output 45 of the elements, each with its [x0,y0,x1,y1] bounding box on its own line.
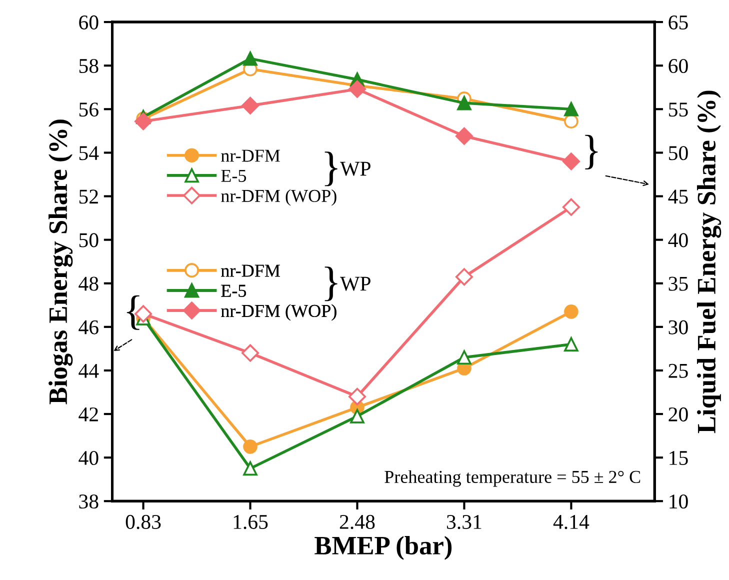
legend-label: nr-DFM (WOP) [221,189,336,206]
y-tick-label: 46 [78,320,98,334]
annotation: WP [340,276,370,291]
y2-tick-label: 45 [668,190,688,204]
y2-tick-label: 15 [670,451,688,465]
y2-tick-label: 10 [670,494,688,509]
x-tick-label: 2.48 [340,514,375,530]
y-tick-label: 44 [78,364,99,378]
y-tick-label: 58 [79,58,98,74]
y2-tick-label: 25 [668,364,688,378]
y-tick-label: 48 [78,276,98,291]
y2-axis-title: Liquid Fuel Energy Share (%) [697,90,722,434]
y-tick-label: 60 [79,15,98,30]
legend-label: nr-DFM [221,264,280,277]
annotation: Preheating temperature = 55 ± 2° C [384,470,640,487]
x-axis-title: BMEP (bar) [314,536,452,560]
y-axis-title: Biogas Energy Share (%) [48,120,73,404]
y-tick-label: 42 [78,407,98,422]
y2-tick-label: 40 [668,233,688,248]
y2-tick-label: 30 [668,320,688,334]
legend-label: E-5 [221,284,246,297]
y2-tick-label: 50 [669,146,688,160]
y-tick-label: 40 [78,450,98,465]
x-tick-label: 0.83 [126,514,161,530]
y2-tick-label: 60 [668,58,688,74]
x-tick-label: 4.14 [553,515,590,530]
y-tick-label: 54 [79,146,99,160]
annotation: { [126,295,140,330]
annotation: } [324,152,338,186]
annotation: } [585,134,598,170]
annotation: } [324,266,338,302]
y2-tick-label: 35 [668,276,688,291]
y-tick-label: 50 [79,233,98,248]
legend-label: E-5 [221,170,246,182]
x-tick-label: 1.65 [234,514,268,530]
y2-tick-label: 65 [668,15,688,30]
y-tick-label: 56 [79,102,98,117]
y-tick-label: 52 [79,190,98,204]
y-tick-label: 38 [79,494,98,509]
legend-label: nr-DFM (WOP) [221,304,336,321]
y2-tick-label: 20 [668,407,688,422]
y2-tick-label: 55 [669,102,688,117]
x-tick-label: 3.31 [446,514,482,530]
legend-label: nr-DFM [221,150,280,162]
annotation: WP [340,162,370,176]
